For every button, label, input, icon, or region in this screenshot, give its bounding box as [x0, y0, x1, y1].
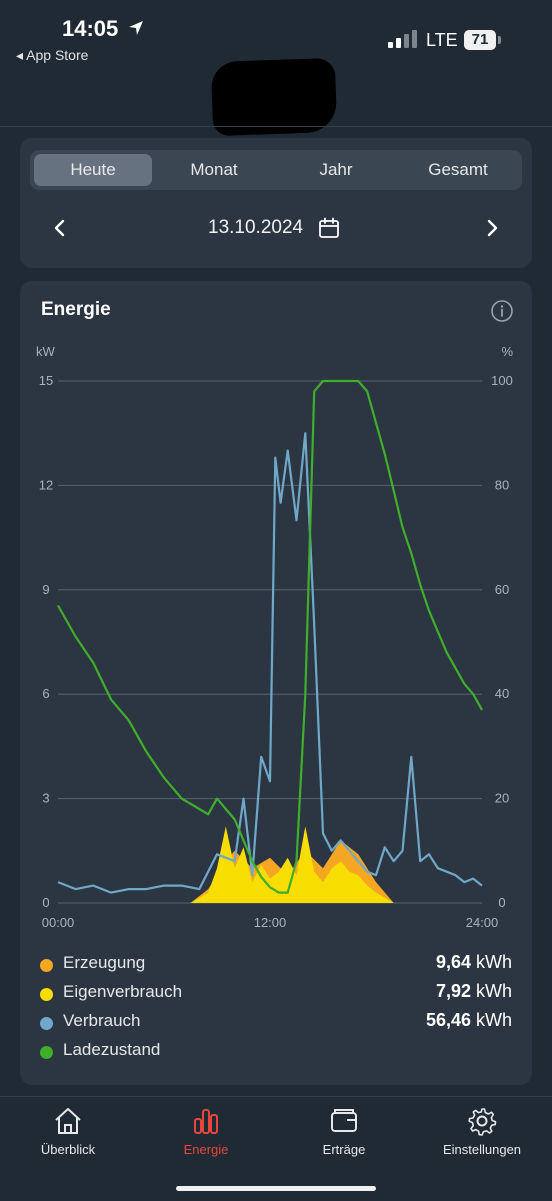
series-verbrauch-line [57, 432, 483, 894]
tab-energie[interactable]: Energie [146, 1102, 266, 1162]
tab-ertraege[interactable]: Erträge [284, 1102, 404, 1162]
home-icon [55, 1108, 81, 1134]
series-ladezustand-line [57, 379, 483, 894]
series-eigenverbrauch-area [190, 826, 394, 903]
tab-label: Erträge [322, 1142, 366, 1157]
tab-label: Energie [183, 1142, 229, 1157]
legend-dot [40, 988, 53, 1001]
y-left-tick-label: 6 [42, 686, 49, 701]
calendar-icon[interactable] [317, 216, 341, 240]
y-right-tick-label: 20 [495, 791, 509, 806]
tab-ueberblick[interactable]: Überblick [8, 1102, 128, 1162]
y-left-tick-label: 0 [42, 895, 49, 910]
y-right-tick-label: 80 [495, 477, 509, 492]
y-right-unit: % [501, 344, 513, 359]
legend-item-verbrauch: Verbrauch 56,46 kWh [40, 1010, 512, 1039]
gear-icon [468, 1108, 497, 1136]
info-icon[interactable] [490, 299, 514, 323]
legend-dot [40, 959, 53, 972]
x-tick-label: 12:00 [254, 915, 287, 930]
y-left-tick-label: 3 [42, 791, 49, 806]
energy-chart: kW % 0 3 6 9 12 15 0 20 40 60 80 100 00:00 12:00 24:00 [36, 344, 513, 930]
location-arrow-icon [129, 21, 143, 35]
period-segmented-control: Heute Monat Jahr Gesamt [30, 150, 522, 190]
legend-label: Eigenverbrauch [63, 982, 183, 1001]
redacted-title [210, 57, 338, 137]
tab-jahr[interactable]: Jahr [319, 160, 353, 179]
legend-label: Erzeugung [63, 953, 146, 972]
y-right-tick-label: 40 [495, 686, 509, 701]
y-left-tick-label: 9 [42, 582, 49, 597]
header-divider [0, 126, 552, 127]
energy-card [20, 281, 532, 1085]
tab-label: Einstellungen [442, 1142, 522, 1157]
tab-einstellungen[interactable]: Einstellungen [422, 1102, 542, 1162]
legend-item-ladezustand: Ladezustand [40, 1040, 512, 1068]
x-tick-label: 24:00 [466, 915, 499, 930]
card-title: Energie [41, 299, 111, 320]
legend-dot [40, 1017, 53, 1030]
y-right-tick-label: 0 [498, 895, 505, 910]
selected-date[interactable]: 13.10.2024 [208, 217, 304, 238]
legend-item-eigenverbrauch: Eigenverbrauch 7,92 kWh [40, 981, 512, 1010]
network-type: LTE [426, 30, 458, 50]
legend-label: Ladezustand [63, 1040, 161, 1059]
cellular-signal-icon [388, 30, 417, 48]
y-left-unit: kW [36, 344, 56, 359]
legend-value: 56,46 kWh [425, 1010, 512, 1030]
bottom-tab-bar [0, 1096, 552, 1201]
legend-value: 7,92 kWh [435, 981, 512, 1001]
legend-value: 9,64 kWh [435, 952, 512, 972]
y-left-tick-label: 12 [39, 477, 53, 492]
legend-label: Verbrauch [63, 1011, 141, 1030]
tab-monat[interactable]: Monat [190, 160, 238, 179]
next-day-button[interactable] [480, 216, 504, 240]
tab-gesamt[interactable]: Gesamt [428, 160, 488, 179]
bar-chart-icon [194, 1109, 218, 1134]
back-to-app-store[interactable]: ◂ App Store [16, 47, 89, 63]
y-right-tick-label: 100 [491, 373, 513, 388]
x-tick-label: 00:00 [42, 915, 75, 930]
legend-dot [40, 1046, 53, 1059]
legend-item-erzeugung: Erzeugung 9,64 kWh [40, 952, 512, 981]
tab-heute[interactable]: Heute [34, 154, 152, 186]
home-indicator [176, 1186, 376, 1191]
y-right-tick-label: 60 [495, 582, 509, 597]
status-time: 14:05 [62, 16, 119, 41]
battery-level: 71 [471, 31, 489, 48]
wallet-icon [331, 1109, 357, 1132]
battery-icon: 71 [464, 30, 502, 50]
previous-day-button[interactable] [48, 216, 72, 240]
y-left-tick-label: 15 [39, 373, 53, 388]
tab-label: Überblick [40, 1142, 96, 1157]
